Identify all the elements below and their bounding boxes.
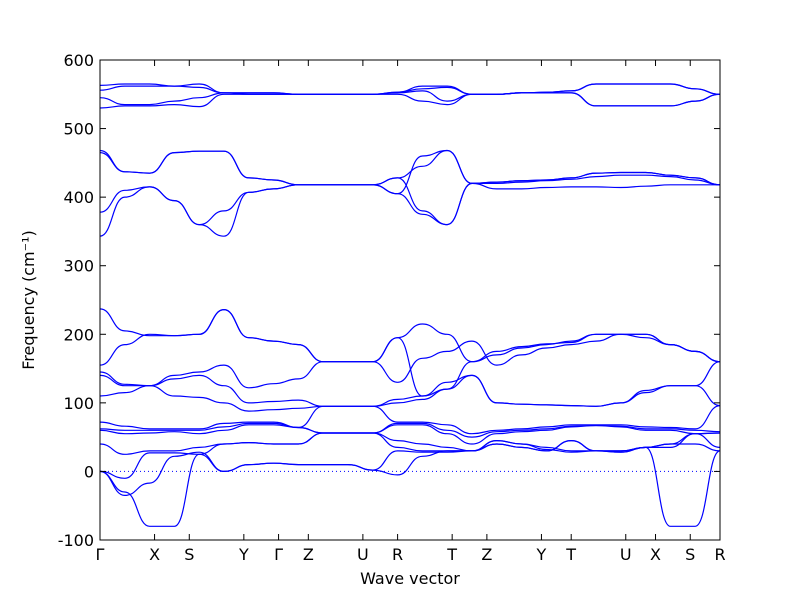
x-axis-label: Wave vector [360,569,460,588]
band-line [99,149,721,226]
x-tick-label: R [392,545,403,564]
y-tick-label: 300 [63,257,94,276]
band-line [99,405,721,435]
y-tick-label: 100 [63,394,94,413]
y-ticks: -100 0 100 200 300 400 500 600 [58,51,720,550]
y-axis-label: Frequency (cm⁻¹) [19,230,38,369]
x-tick-label: R [714,545,725,564]
x-tick-label: T [446,545,457,564]
y-tick-label: -100 [58,531,94,550]
x-tick-label: U [357,545,369,564]
x-tick-label: Γ [96,545,105,564]
band-line [99,361,721,407]
x-tick-label: S [685,545,695,564]
y-tick-label: 600 [63,51,94,70]
band-line [99,182,720,237]
x-tick-label: U [620,545,632,564]
band-line [99,432,721,455]
y-tick-label: 400 [63,188,94,207]
band-line [99,149,721,226]
y-tick-label: 200 [63,325,94,344]
series-layer [99,83,721,527]
y-tick-label: 500 [63,120,94,139]
band-line [99,422,721,438]
x-tick-label: S [184,545,194,564]
plot-frame [99,59,721,541]
x-tick-label: X [149,545,160,564]
band-line [99,83,721,95]
x-tick-label: T [565,545,576,564]
x-tick-label: X [650,545,661,564]
x-tick-label: Z [303,545,314,564]
y-tick-label: 0 [84,462,94,481]
x-tick-label: Γ [274,545,283,564]
band-line [99,424,721,445]
plot-area [100,60,720,540]
band-line [99,308,721,397]
x-tick-label: Y [536,545,547,564]
x-tick-label: Y [238,545,249,564]
band-line [99,90,721,107]
x-tick-label: Z [481,545,492,564]
